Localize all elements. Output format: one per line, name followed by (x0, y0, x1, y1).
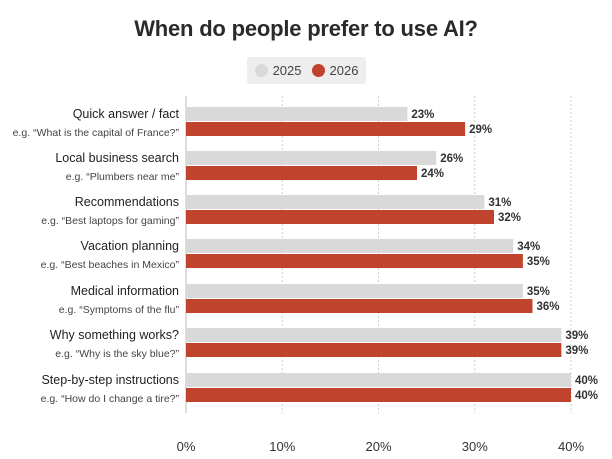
chart-title: When do people prefer to use AI? (134, 16, 478, 41)
bar-2025 (186, 195, 485, 209)
data-label-2026: 24% (421, 168, 444, 180)
category-example: e.g. “Plumbers near me” (66, 171, 180, 183)
bar-2026 (186, 122, 466, 136)
x-tick-label: 10% (269, 439, 295, 454)
data-label-2025: 26% (440, 153, 463, 165)
data-label-2026: 36% (537, 301, 560, 313)
x-tick-label: 30% (462, 439, 488, 454)
legend-item-2026: 2026 (311, 63, 359, 78)
legend-swatch-2026 (311, 64, 325, 77)
category-label: Quick answer / fact (73, 107, 180, 121)
category-label: Local business search (55, 151, 179, 165)
data-label-2025: 40% (575, 375, 598, 387)
bar-2025 (186, 151, 437, 165)
data-label-2026: 40% (575, 390, 598, 402)
legend-label-2025: 2025 (272, 63, 302, 78)
x-tick-label: 40% (558, 439, 584, 454)
category-label: Why something works? (50, 328, 179, 342)
category-label: Medical information (71, 284, 179, 298)
data-label-2026: 29% (469, 124, 492, 136)
data-label-2025: 35% (527, 286, 550, 298)
legend-label-2026: 2026 (329, 63, 359, 78)
bar-2026 (186, 343, 562, 357)
bar-2025 (186, 284, 523, 298)
category-label: Step-by-step instructions (41, 373, 179, 387)
data-label-2026: 32% (498, 212, 521, 224)
category-example: e.g. “How do I change a tire?” (41, 393, 180, 405)
bar-2026 (186, 299, 533, 313)
category-example: e.g. “Best beaches in Mexico” (41, 259, 180, 271)
category-label: Recommendations (75, 195, 179, 209)
data-label-2025: 23% (411, 109, 434, 121)
data-label-2025: 34% (517, 241, 540, 253)
category-example: e.g. “Symptoms of the flu” (59, 304, 180, 316)
category-label: Vacation planning (81, 239, 180, 253)
category-example: e.g. “Why is the sky blue?” (55, 348, 179, 360)
x-tick-label: 0% (177, 439, 196, 454)
bar-2026 (186, 388, 571, 402)
bar-2025 (186, 373, 571, 387)
bar-2025 (186, 107, 408, 121)
bar-2025 (186, 239, 514, 253)
bar-2026 (186, 166, 417, 180)
data-label-2026: 35% (527, 256, 550, 268)
data-label-2025: 39% (565, 330, 588, 342)
data-label-2026: 39% (565, 345, 588, 357)
x-tick-label: 20% (365, 439, 391, 454)
bar-2026 (186, 254, 523, 268)
bar-2025 (186, 328, 562, 342)
data-label-2025: 31% (488, 197, 511, 209)
category-example: e.g. “What is the capital of France?” (13, 127, 180, 139)
legend-swatch-2025 (254, 64, 268, 77)
legend: 2025 2026 (247, 57, 366, 84)
legend-item-2025: 2025 (254, 63, 302, 78)
bar-2026 (186, 210, 494, 224)
category-example: e.g. “Best laptops for gaming” (41, 215, 179, 227)
